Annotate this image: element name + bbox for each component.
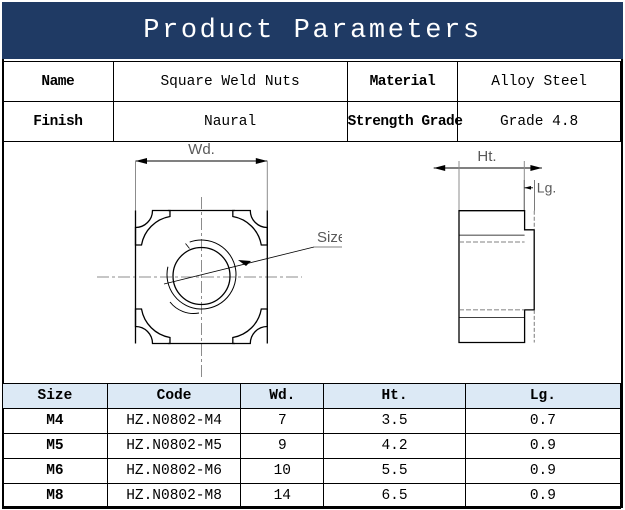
svg-text:Wd.: Wd. [188, 141, 215, 158]
svg-text:Size.: Size. [317, 229, 342, 246]
svg-text:Ht.: Ht. [477, 148, 496, 165]
svg-text:Lg.: Lg. [537, 180, 556, 196]
